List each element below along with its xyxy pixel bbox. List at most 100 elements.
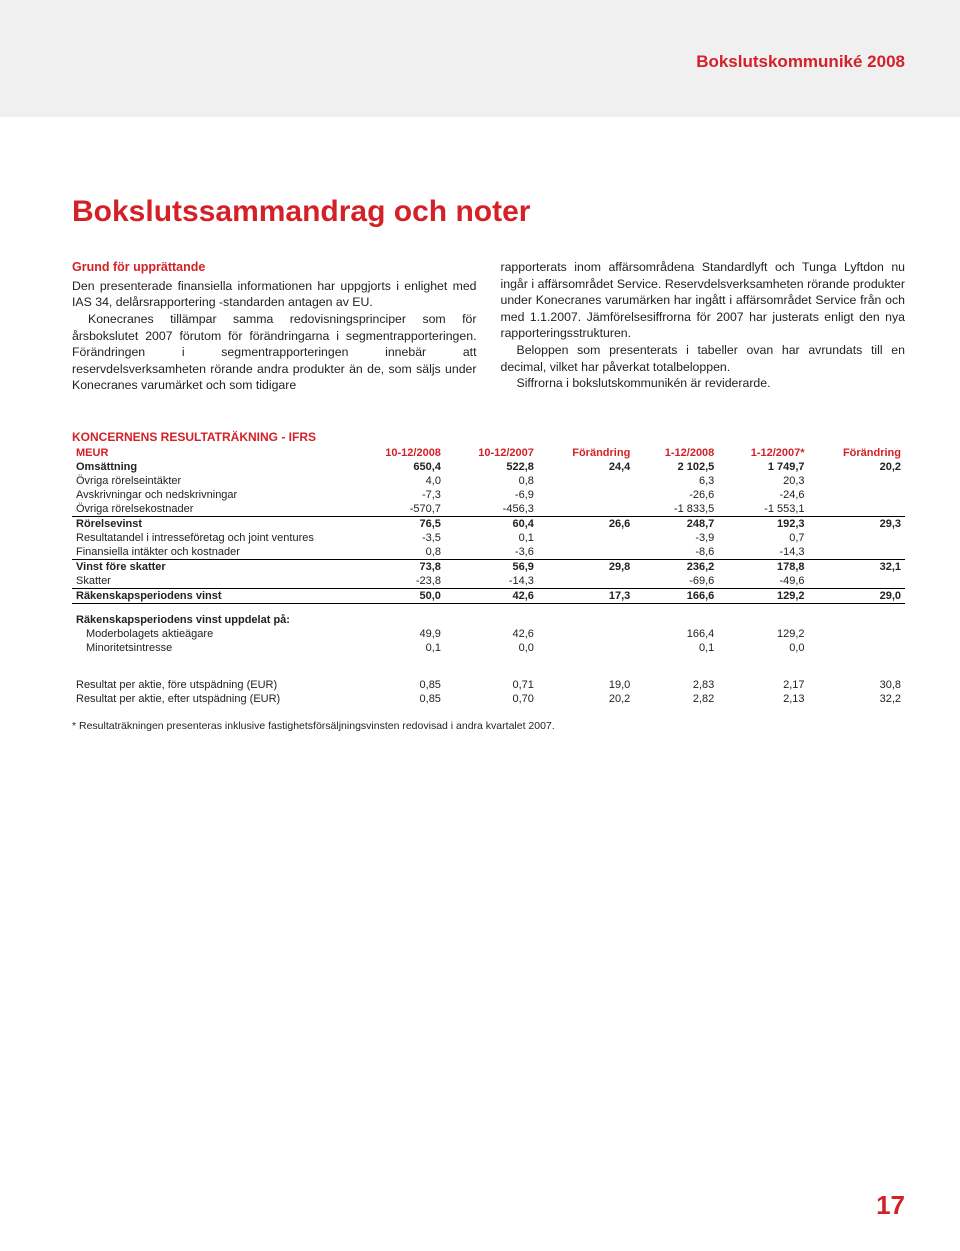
row-value: 32,1 [809, 560, 905, 575]
row-value: 24,4 [538, 460, 634, 474]
row-value: 178,8 [718, 560, 808, 575]
row-value: 2,17 [718, 678, 808, 692]
row-value: 0,70 [445, 692, 538, 706]
table-row: Finansiella intäkter och kostnader0,8-3,… [72, 545, 905, 560]
row-value [809, 641, 905, 655]
table-row: Rörelsevinst76,560,426,6248,7192,329,3 [72, 517, 905, 532]
body-col-right: rapporterats inom affärsområdena Standar… [501, 259, 906, 394]
row-value: -7,3 [352, 488, 445, 502]
row-value: 236,2 [634, 560, 718, 575]
section-label-row: Räkenskapsperiodens vinst uppdelat på: [72, 604, 905, 628]
row-value [809, 545, 905, 560]
row-value: 248,7 [634, 517, 718, 532]
table-header-row: MEUR 10-12/2008 10-12/2007 Förändring 1-… [72, 446, 905, 460]
row-value: -3,6 [445, 545, 538, 560]
row-label: Minoritetsintresse [72, 641, 352, 655]
row-value: 166,4 [634, 627, 718, 641]
body-p1: Den presenterade finansiella information… [72, 278, 477, 311]
row-value: 0,1 [352, 641, 445, 655]
page: Bokslutskommuniké 2008 Bokslutssammandra… [0, 0, 960, 1251]
table-row: Övriga rörelsekostnader-570,7-456,3-1 83… [72, 502, 905, 517]
row-value: 0,8 [445, 474, 538, 488]
row-value: -6,9 [445, 488, 538, 502]
row-value: -3,5 [352, 531, 445, 545]
row-value: 26,6 [538, 517, 634, 532]
content-area: Bokslutssammandrag och noter Grund för u… [0, 117, 960, 732]
table-row: Resultat per aktie, efter utspädning (EU… [72, 692, 905, 706]
row-value: 30,8 [809, 678, 905, 692]
row-value: 0,8 [352, 545, 445, 560]
row-label: Omsättning [72, 460, 352, 474]
row-value: 0,0 [718, 641, 808, 655]
row-value [809, 627, 905, 641]
table-row: Skatter-23,8-14,3-69,6-49,6 [72, 574, 905, 589]
row-value: 60,4 [445, 517, 538, 532]
row-value: 129,2 [718, 627, 808, 641]
row-value [809, 474, 905, 488]
body-columns: Grund för upprättande Den presenterade f… [72, 259, 905, 394]
table-row: Övriga rörelseintäkter4,00,86,320,3 [72, 474, 905, 488]
table-row: Minoritetsintresse0,10,00,10,0 [72, 641, 905, 655]
table-row: Resultatandel i intresseföretag och join… [72, 531, 905, 545]
gray-band [0, 85, 960, 117]
row-label: Övriga rörelseintäkter [72, 474, 352, 488]
table-row: Omsättning650,4522,824,42 102,51 749,720… [72, 460, 905, 474]
row-value: 129,2 [718, 589, 808, 604]
table-row: Vinst före skatter73,856,929,8236,2178,8… [72, 560, 905, 575]
row-value: 42,6 [445, 627, 538, 641]
row-value: 166,6 [634, 589, 718, 604]
row-value: 522,8 [445, 460, 538, 474]
row-value: 0,1 [634, 641, 718, 655]
row-value: 0,7 [718, 531, 808, 545]
row-value: 0,1 [445, 531, 538, 545]
row-value [809, 502, 905, 517]
row-value: 20,2 [538, 692, 634, 706]
row-value: -1 833,5 [634, 502, 718, 517]
row-value [809, 531, 905, 545]
spacer-row [72, 655, 905, 678]
row-value: 0,71 [445, 678, 538, 692]
body-p3: rapporterats inom affärsområdena Standar… [501, 259, 906, 342]
row-value [538, 531, 634, 545]
row-value: 20,2 [809, 460, 905, 474]
row-value: 2,83 [634, 678, 718, 692]
row-value [538, 545, 634, 560]
table-title: KONCERNENS RESULTATRÄKNING - IFRS [72, 430, 905, 444]
row-value: 650,4 [352, 460, 445, 474]
body-p4: Beloppen som presenterats i tabeller ova… [501, 342, 906, 375]
row-label: Rörelsevinst [72, 517, 352, 532]
col-h-3: Förändring [538, 446, 634, 460]
body-col-left: Grund för upprättande Den presenterade f… [72, 259, 477, 394]
row-label: Moderbolagets aktieägare [72, 627, 352, 641]
row-value: 0,85 [352, 692, 445, 706]
section-label: Räkenskapsperiodens vinst uppdelat på: [72, 604, 905, 628]
row-value: 4,0 [352, 474, 445, 488]
col-h-6: Förändring [809, 446, 905, 460]
row-value: 50,0 [352, 589, 445, 604]
row-label: Resultatandel i intresseföretag och join… [72, 531, 352, 545]
row-value: -3,9 [634, 531, 718, 545]
row-value: 19,0 [538, 678, 634, 692]
row-value: 0,0 [445, 641, 538, 655]
row-value: -24,6 [718, 488, 808, 502]
main-title: Bokslutssammandrag och noter [72, 195, 905, 229]
row-value [809, 574, 905, 589]
row-value: 1 749,7 [718, 460, 808, 474]
table-row: Räkenskapsperiodens vinst50,042,617,3166… [72, 589, 905, 604]
row-value: 17,3 [538, 589, 634, 604]
body-p2: Konecranes tillämpar samma redovisningsp… [72, 311, 477, 394]
row-value: 29,0 [809, 589, 905, 604]
row-value [538, 641, 634, 655]
row-value: 2,13 [718, 692, 808, 706]
row-value: 42,6 [445, 589, 538, 604]
row-value: 2,82 [634, 692, 718, 706]
row-value: -456,3 [445, 502, 538, 517]
document-header: Bokslutskommuniké 2008 [696, 52, 905, 72]
row-label: Övriga rörelsekostnader [72, 502, 352, 517]
row-label: Räkenskapsperiodens vinst [72, 589, 352, 604]
row-value: -8,6 [634, 545, 718, 560]
sub-heading: Grund för upprättande [72, 259, 477, 276]
col-h-2: 10-12/2007 [445, 446, 538, 460]
col-h-0: MEUR [72, 446, 352, 460]
page-number: 17 [876, 1190, 905, 1221]
